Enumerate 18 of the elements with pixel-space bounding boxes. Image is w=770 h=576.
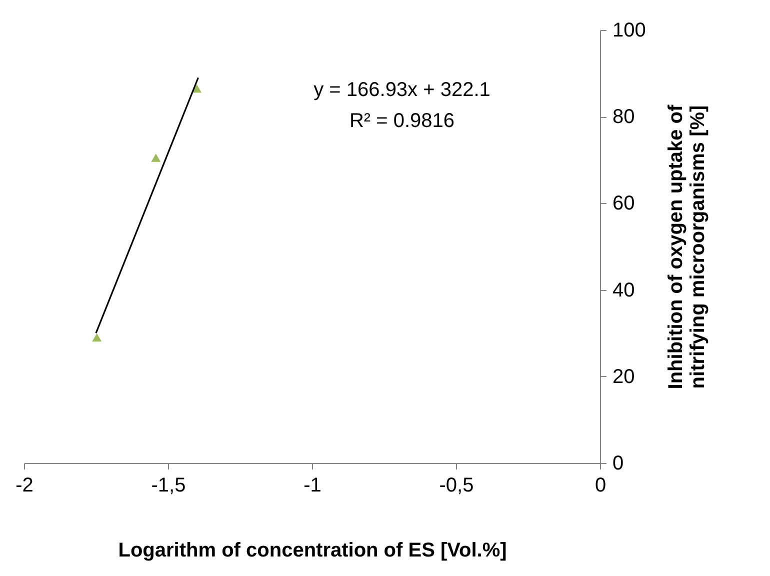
y-tick-label: 0 [612,452,624,474]
x-axis-title: Logarithm of concentration of ES [Vol.%] [118,540,507,562]
y-tick-label: 20 [612,366,635,388]
x-tick-label: -2 [16,474,34,496]
x-tick-label: 0 [594,474,606,496]
y-tick-label: 60 [612,192,635,215]
point [151,154,161,162]
y-tick-label: 100 [612,20,646,42]
annotation: y = 166.93x + 322.1 [314,79,490,101]
point [92,333,102,342]
y-axis-title: Inhibition of oxygen uptake of nitrifying microorganisms [%] [664,104,709,390]
y-tick-label: 80 [612,106,635,128]
x-tick-label: -1,5 [151,474,186,496]
x-tick-label: -0,5 [439,474,474,496]
x-tick-label: -1 [304,474,322,496]
y-tick-label: 40 [612,279,635,302]
annotation: R² = 0.9816 [349,110,455,132]
point [192,84,202,93]
